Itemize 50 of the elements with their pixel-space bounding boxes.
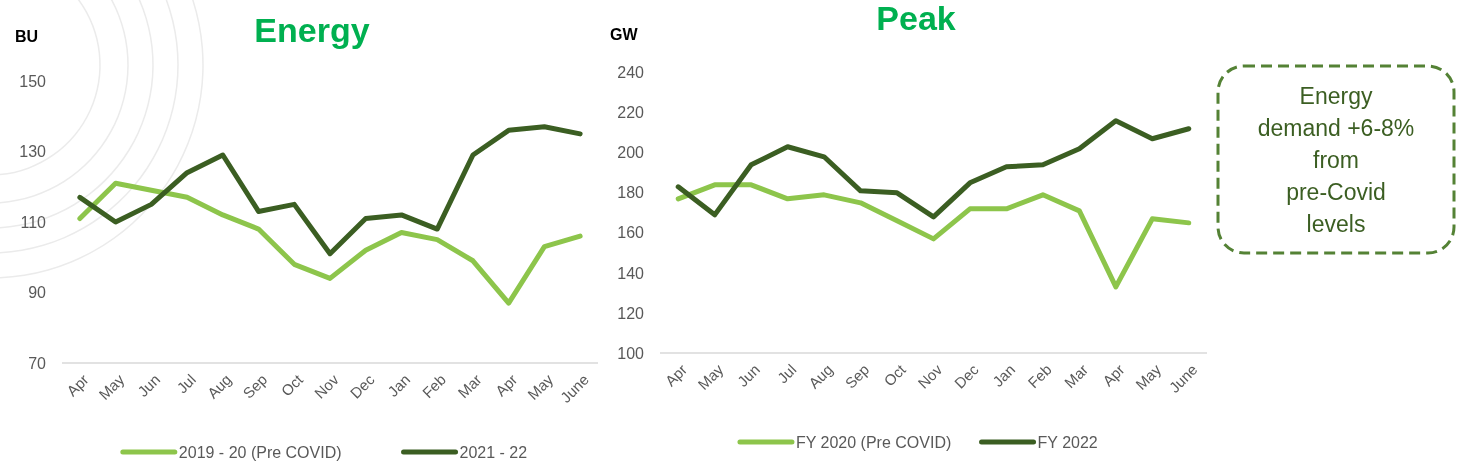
x-tick-label: Nov: [310, 370, 343, 402]
x-tick-label: Apr: [491, 370, 521, 400]
x-tick-label: Apr: [661, 360, 691, 390]
x-tick-label: Feb: [1024, 360, 1055, 392]
x-tick-label: Mar: [1060, 360, 1092, 392]
y-tick-label: 150: [19, 72, 47, 90]
x-tick-label: Feb: [418, 370, 450, 402]
legend-label: 2019 - 20 (Pre COVID): [178, 444, 342, 461]
y-tick-label: 70: [28, 354, 47, 372]
y-tick-label: 100: [617, 344, 645, 362]
y-axis-title: BU: [15, 28, 39, 45]
x-tick-label: Jan: [384, 370, 414, 400]
y-tick-label: 90: [28, 284, 47, 302]
legend-label: FY 2020 (Pre COVID): [795, 434, 952, 451]
x-tick-label: Jul: [173, 370, 199, 397]
x-tick-label: Aug: [203, 370, 235, 402]
y-tick-label: 120: [617, 304, 645, 322]
x-tick-label: Jun: [134, 370, 164, 400]
legend-label: FY 2022: [1037, 434, 1098, 451]
y-tick-label: 200: [617, 144, 645, 162]
text: Energy demand +6-8% from pre-Covid levels: [1257, 82, 1415, 237]
x-tick-label: Sep: [239, 370, 271, 402]
x-tick-label: May: [524, 370, 557, 403]
x-tick-label: Sep: [841, 360, 873, 392]
x-tick-label: May: [1132, 360, 1165, 393]
y-tick-label: 180: [617, 184, 645, 202]
chart-title: Peak: [876, 0, 956, 37]
x-tick-label: May: [95, 370, 128, 403]
x-tick-label: Aug: [805, 360, 836, 392]
x-tick-label: May: [694, 360, 727, 393]
x-tick-label: Jan: [989, 360, 1019, 390]
y-tick-label: 160: [617, 224, 645, 242]
x-tick-label: Mar: [454, 370, 485, 402]
chart-title: Energy: [254, 11, 370, 49]
x-tick-label: Dec: [346, 370, 378, 402]
x-tick-label: Dec: [950, 360, 983, 392]
legend-label: 2021 - 22: [459, 444, 528, 461]
x-tick-label: Oct: [880, 360, 910, 390]
y-tick-label: 110: [20, 213, 47, 231]
y-tick-label: 130: [19, 143, 47, 161]
x-tick-label: Apr: [63, 370, 92, 400]
x-tick-label: Apr: [1099, 360, 1128, 390]
x-tick-label: Nov: [914, 360, 946, 392]
y-tick-label: 240: [617, 64, 645, 82]
y-tick-label: 220: [617, 104, 645, 122]
y-tick-label: 140: [617, 264, 645, 282]
x-tick-label: Jul: [773, 360, 800, 387]
x-tick-label: Oct: [277, 370, 307, 400]
y-axis-title: GW: [610, 26, 639, 43]
x-tick-label: Jun: [733, 360, 763, 390]
